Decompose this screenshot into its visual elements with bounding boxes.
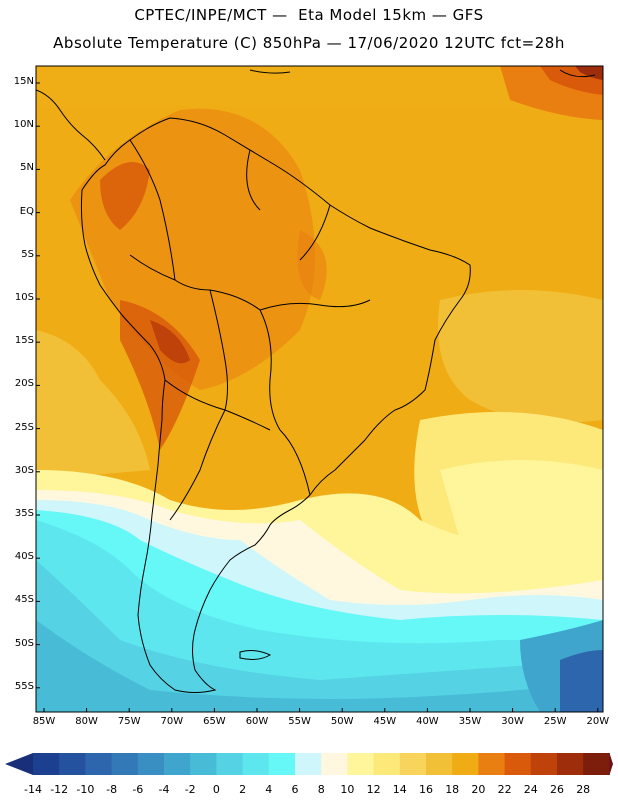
colorbar-label: 2 [239, 783, 247, 796]
colorbar-swatch [347, 753, 375, 775]
colorbar-label: -8 [106, 783, 118, 796]
lat-label: EQ [19, 205, 34, 217]
coastline [36, 69, 596, 693]
colorbar-label: 18 [445, 783, 460, 796]
colorbar-swatch [583, 753, 610, 775]
colorbar-label: 26 [550, 783, 564, 796]
colorbar-swatch [190, 753, 217, 775]
lat-label: 45S [14, 594, 34, 606]
lon-label: 25W [543, 716, 567, 727]
colorbar-swatch [164, 753, 191, 775]
colorbar-label: 6 [291, 783, 299, 796]
colorbar-swatch [557, 753, 584, 775]
lon-label: 60W [245, 716, 269, 727]
lon-label: 70W [160, 716, 184, 727]
colorbar [5, 753, 613, 775]
colorbar-label: 24 [523, 783, 538, 796]
colorbar-label: 0 [212, 783, 220, 796]
colorbar-swatch [85, 753, 113, 775]
lat-label: 35S [14, 508, 34, 519]
colorbar-label: -6 [132, 783, 144, 796]
lon-label: 55W [288, 716, 311, 727]
lon-label: 50W [330, 716, 354, 727]
lon-label: 40W [416, 716, 439, 727]
colorbar-swatch [268, 753, 296, 775]
title-field: Absolute Temperature (C) 850hPa — 17/06/… [53, 34, 565, 52]
lon-label: 20W [586, 716, 610, 727]
lon-label: 80W [75, 716, 98, 727]
lat-label: 20S [14, 378, 34, 390]
colorbar-swatch [59, 753, 86, 775]
colorbar-swatch [137, 753, 165, 775]
lon-label: 35W [458, 716, 482, 727]
colorbar-label: 20 [471, 783, 486, 796]
colorbar-swatch [242, 753, 270, 775]
colorbar-label: 22 [497, 783, 512, 796]
lon-label: 45W [373, 716, 397, 727]
colorbar-label: -10 [76, 783, 95, 796]
colorbar-swatch [478, 753, 506, 775]
colorbar-label: -12 [50, 783, 69, 796]
colorbar-swatch [373, 753, 401, 775]
colorbar-label: -14 [24, 783, 42, 796]
axis-ticks [36, 82, 599, 712]
lat-label: 40S [14, 551, 34, 563]
title-model: CPTEC/INPE/MCT — Eta Model 15km — GFS [134, 6, 484, 24]
colorbar-swatch [111, 753, 139, 775]
lat-label: 5N [20, 162, 34, 174]
colorbar-swatch [504, 753, 532, 775]
map-frame [35, 65, 604, 713]
colorbar-label: -4 [158, 783, 170, 796]
colorbar-low-arrow [5, 753, 33, 775]
lon-label: 30W [501, 716, 524, 727]
colorbar-swatch [295, 753, 322, 775]
lon-label: 75W [117, 716, 141, 727]
temperature-field [36, 66, 603, 712]
lat-label: 30S [14, 464, 34, 476]
colorbar-high-arrow [609, 753, 613, 775]
lon-label: 85W [32, 716, 56, 727]
colorbar-label: 12 [366, 783, 381, 796]
colorbar-label: 14 [392, 783, 407, 796]
lat-label: 25S [14, 421, 34, 433]
colorbar-label: 4 [265, 783, 273, 796]
lat-label: 10S [14, 292, 34, 303]
colorbar-swatch [399, 753, 427, 775]
colorbar-label: 16 [419, 783, 433, 796]
colorbar-swatch [452, 753, 479, 775]
colorbar-swatch [426, 753, 453, 775]
colorbar-swatch [530, 753, 558, 775]
lat-label: 50S [14, 637, 34, 649]
colorbar-label: 28 [576, 783, 591, 796]
colorbar-label: 8 [317, 783, 325, 796]
lat-label: 15S [14, 335, 34, 347]
colorbar-swatch [33, 753, 60, 775]
colorbar-label: -2 [184, 783, 196, 796]
lat-label: 55S [14, 680, 34, 692]
lat-label: 15N [13, 76, 34, 87]
lat-label: 10N [13, 119, 34, 131]
lat-label: 5S [21, 248, 34, 260]
colorbar-swatch [216, 753, 244, 775]
colorbar-swatch [321, 753, 348, 775]
colorbar-label: 10 [340, 783, 355, 796]
lon-label: 65W [203, 716, 226, 727]
